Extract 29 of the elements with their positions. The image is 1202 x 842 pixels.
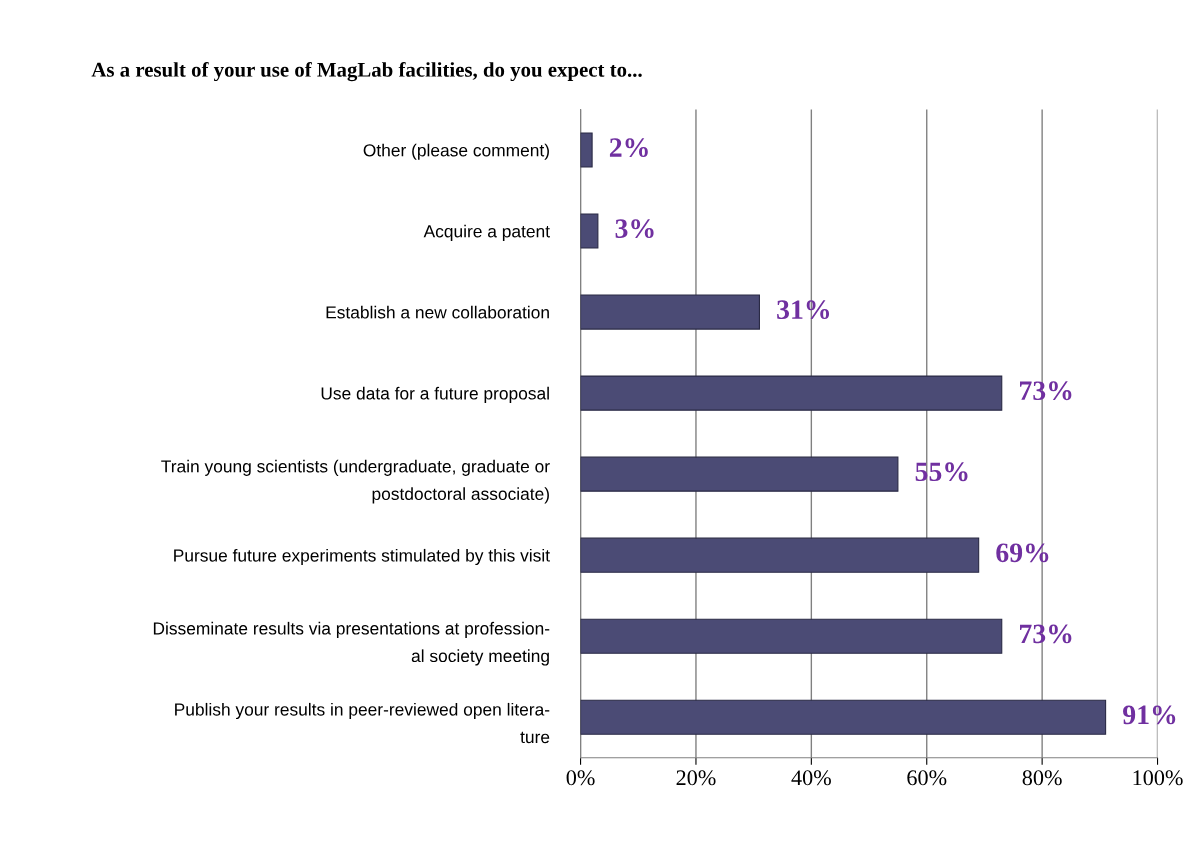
x-tick-label: 0% <box>566 770 595 786</box>
y-tick-label: Acquire a patent <box>423 224 550 241</box>
x-tick-label: 80% <box>1022 770 1062 786</box>
x-tick-label: 20% <box>676 770 716 786</box>
data-label: 3% <box>615 219 654 239</box>
y-tick-label: Pursue future experiments stimulated by this visit <box>174 548 550 566</box>
x-tick-label: 60% <box>907 770 947 786</box>
data-label: 73% <box>1020 624 1072 644</box>
bar <box>580 537 980 573</box>
bar <box>580 213 599 249</box>
data-label: 73% <box>1020 381 1072 401</box>
y-tick-label: Train young scientists (undergraduate, graduate or postdoctoral associate) <box>161 459 550 504</box>
text: As a result of your use of MagLab facilities, do you expect to... <box>91 61 642 82</box>
y-tick-label: Use data for a future proposal <box>321 386 549 403</box>
x-tick-label: 100% <box>1133 770 1183 786</box>
bar <box>580 618 1003 654</box>
bar <box>580 456 899 492</box>
y-tick-label: Disseminate results via presentations at profession- al society meeting <box>153 621 550 666</box>
data-label: 69% <box>996 543 1049 563</box>
bar <box>580 294 760 330</box>
data-label: 91% <box>1123 705 1176 725</box>
bar <box>580 132 593 168</box>
data-label: 2% <box>609 138 648 158</box>
x-tick-label: 40% <box>791 770 831 786</box>
y-tick-label: Publish your results in peer-reviewed open litera- ture <box>175 702 550 744</box>
y-tick-label: Establish a new collaboration <box>326 305 549 319</box>
bar <box>580 375 1003 411</box>
bar <box>580 699 1107 735</box>
y-tick-label: Other (please comment) <box>363 143 549 160</box>
